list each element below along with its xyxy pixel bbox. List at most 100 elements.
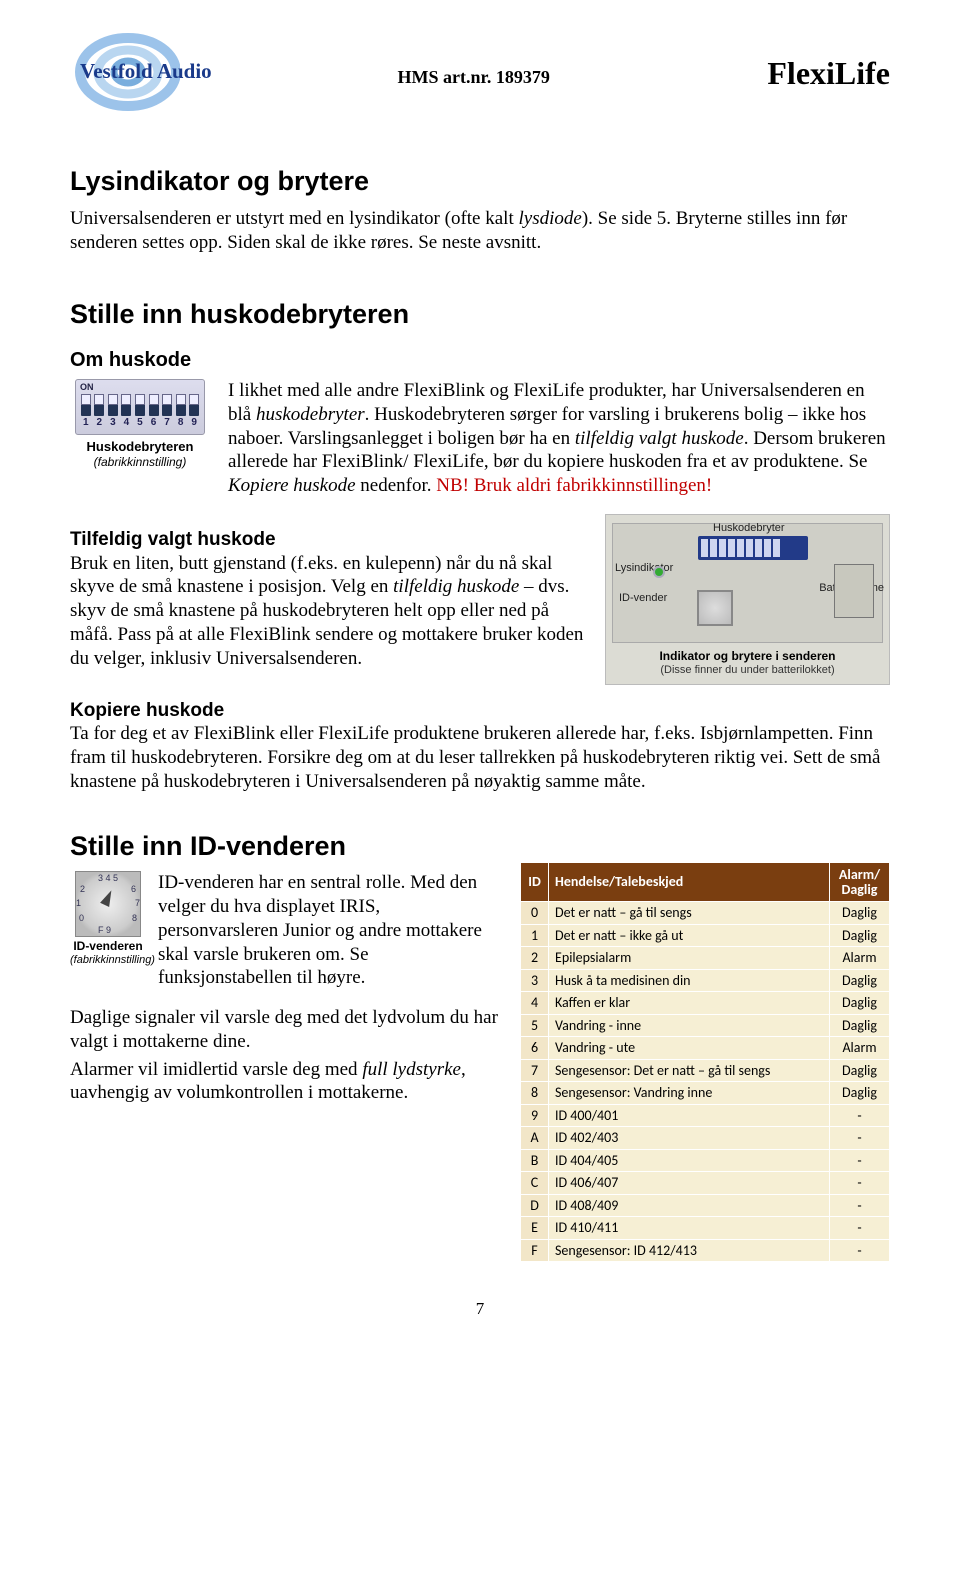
cell-hendelse: ID 408/409 (549, 1194, 830, 1217)
table-row: 0Det er natt – gå til sengsDaglig (521, 902, 890, 925)
subheading-tilfeldig: Tilfeldig valgt huskode (70, 528, 587, 552)
heading-stille-idvender: Stille inn ID-venderen (70, 830, 500, 864)
cell-id: 8 (521, 1082, 549, 1105)
page-number: 7 (70, 1298, 890, 1319)
battery-icon (834, 564, 874, 618)
cell-hendelse: Sengesensor: Det er natt – gå til sengs (549, 1059, 830, 1082)
dip-slot (108, 394, 118, 416)
label-idvender: ID-vender (619, 592, 667, 606)
logo-text: Vestfold Audio (80, 58, 212, 84)
cell-id: 9 (521, 1104, 549, 1127)
label-lysindikator: Lysindikator (615, 562, 673, 576)
cell-hendelse: Det er natt – ikke gå ut (549, 924, 830, 947)
table-row: 4Kaffen er klarDaglig (521, 992, 890, 1015)
cell-alarm-daglig: Daglig (830, 1014, 890, 1037)
body-idvender-alarm: Alarmer vil imidlertid varsle deg med fu… (70, 1058, 500, 1106)
cell-alarm-daglig: Daglig (830, 902, 890, 925)
table-row: 8Sengesensor: Vandring inneDaglig (521, 1082, 890, 1105)
dip-switch-figure: ON 123456789 Huskodebryteren (fabrikkinn… (70, 379, 210, 502)
table-row: 3Husk å ta medisinen dinDaglig (521, 969, 890, 992)
dip-slot (189, 394, 199, 416)
idvender-intro-row: 3 4 5 2 6 1 7 0 8 F 9 ID-venderen (fabri… (70, 871, 500, 994)
tilfeldig-row: Tilfeldig valgt huskode Bruk en liten, b… (70, 514, 890, 685)
cell-alarm-daglig: - (830, 1217, 890, 1240)
subheading-om-huskode: Om huskode (70, 348, 890, 373)
dip-mini-icon (698, 536, 808, 560)
cell-id: E (521, 1217, 549, 1240)
cell-id: F (521, 1239, 549, 1262)
idvender-dial-icon: 3 4 5 2 6 1 7 0 8 F 9 (75, 871, 141, 937)
cell-id: 4 (521, 992, 549, 1015)
cell-alarm-daglig: Daglig (830, 992, 890, 1015)
cell-hendelse: ID 404/405 (549, 1149, 830, 1172)
table-row: EID 410/411- (521, 1217, 890, 1240)
cell-id: A (521, 1127, 549, 1150)
idvender-section-row: Stille inn ID-venderen 3 4 5 2 6 1 7 0 8… (70, 822, 890, 1263)
table-row: CID 406/407- (521, 1172, 890, 1195)
dip-slot (135, 394, 145, 416)
cell-id: C (521, 1172, 549, 1195)
cell-alarm-daglig: - (830, 1149, 890, 1172)
function-table: ID Hendelse/Talebeskjed Alarm/Daglig 0De… (520, 862, 890, 1263)
dip-switch-icon: ON 123456789 (75, 379, 205, 435)
cell-alarm-daglig: Alarm (830, 947, 890, 970)
flexilife-brand: FlexiLife (767, 53, 890, 93)
cell-id: 3 (521, 969, 549, 992)
heading-stille-huskode: Stille inn huskodebryteren (70, 298, 890, 332)
cell-id: 7 (521, 1059, 549, 1082)
table-row: FSengesensor: ID 412/413- (521, 1239, 890, 1262)
body-tilfeldig: Bruk en liten, butt gjenstand (f.eks. en… (70, 552, 587, 671)
dip-slot (149, 394, 159, 416)
cell-hendelse: Vandring - inne (549, 1014, 830, 1037)
table-row: AID 402/403- (521, 1127, 890, 1150)
cell-hendelse: Vandring - ute (549, 1037, 830, 1060)
nb-warning: NB! Bruk aldri fabrikkinnstillingen! (436, 475, 712, 496)
table-row: 9ID 400/401- (521, 1104, 890, 1127)
cell-hendelse: Husk å ta medisinen din (549, 969, 830, 992)
dip-slot (94, 394, 104, 416)
om-huskode-row: ON 123456789 Huskodebryteren (fabrikkinn… (70, 379, 890, 502)
idvender-figure: 3 4 5 2 6 1 7 0 8 F 9 ID-venderen (fabri… (70, 871, 146, 968)
idvender-knob-icon (697, 590, 733, 626)
table-row: DID 408/409- (521, 1194, 890, 1217)
subheading-kopiere: Kopiere huskode (70, 699, 890, 723)
cell-alarm-daglig: Daglig (830, 969, 890, 992)
page-header: Vestfold Audio HMS art.nr. 189379 FlexiL… (70, 30, 890, 115)
cell-hendelse: Epilepsialarm (549, 947, 830, 970)
cell-alarm-daglig: Daglig (830, 1059, 890, 1082)
cell-hendelse: Det er natt – gå til sengs (549, 902, 830, 925)
cell-id: 6 (521, 1037, 549, 1060)
dip-caption-sub: (fabrikkinnstilling) (70, 455, 210, 470)
dip-slot (176, 394, 186, 416)
cell-hendelse: ID 410/411 (549, 1217, 830, 1240)
cell-id: 0 (521, 902, 549, 925)
heading-lysindikator: Lysindikator og brytere (70, 165, 890, 199)
cell-hendelse: ID 400/401 (549, 1104, 830, 1127)
th-id: ID (521, 862, 549, 902)
body-kopiere: Ta for deg et av FlexiBlink eller FlexiL… (70, 722, 890, 793)
cell-alarm-daglig: - (830, 1104, 890, 1127)
body-lysindikator: Universalsenderen er utstyrt med en lysi… (70, 207, 890, 255)
body-idvender-intro: ID-venderen har en sentral rolle. Med de… (158, 871, 500, 990)
cell-hendelse: ID 402/403 (549, 1127, 830, 1150)
cell-alarm-daglig: - (830, 1172, 890, 1195)
cell-id: 1 (521, 924, 549, 947)
cell-hendelse: Sengesensor: Vandring inne (549, 1082, 830, 1105)
cell-alarm-daglig: Daglig (830, 924, 890, 947)
led-icon (655, 568, 663, 576)
cell-hendelse: Sengesensor: ID 412/413 (549, 1239, 830, 1262)
cell-id: B (521, 1149, 549, 1172)
device-caption: Indikator og brytere i senderen (612, 649, 883, 664)
idvender-caption-sub: (fabrikkinnstilling) (70, 954, 146, 968)
device-subcaption: (Disse finner du under batterilokket) (612, 664, 883, 678)
idvender-caption: ID-venderen (70, 939, 146, 954)
device-inner: Huskodebryter Lysindikator ID-vender Bat… (612, 523, 883, 643)
table-row: 1Det er natt – ikke gå utDaglig (521, 924, 890, 947)
device-figure: Huskodebryter Lysindikator ID-vender Bat… (605, 514, 890, 685)
dip-slot (81, 394, 91, 416)
cell-alarm-daglig: Alarm (830, 1037, 890, 1060)
table-row: 6Vandring - uteAlarm (521, 1037, 890, 1060)
body-om-huskode: I likhet med alle andre FlexiBlink og Fl… (228, 379, 890, 498)
logo-vestfold-audio: Vestfold Audio (70, 30, 180, 115)
cell-hendelse: Kaffen er klar (549, 992, 830, 1015)
